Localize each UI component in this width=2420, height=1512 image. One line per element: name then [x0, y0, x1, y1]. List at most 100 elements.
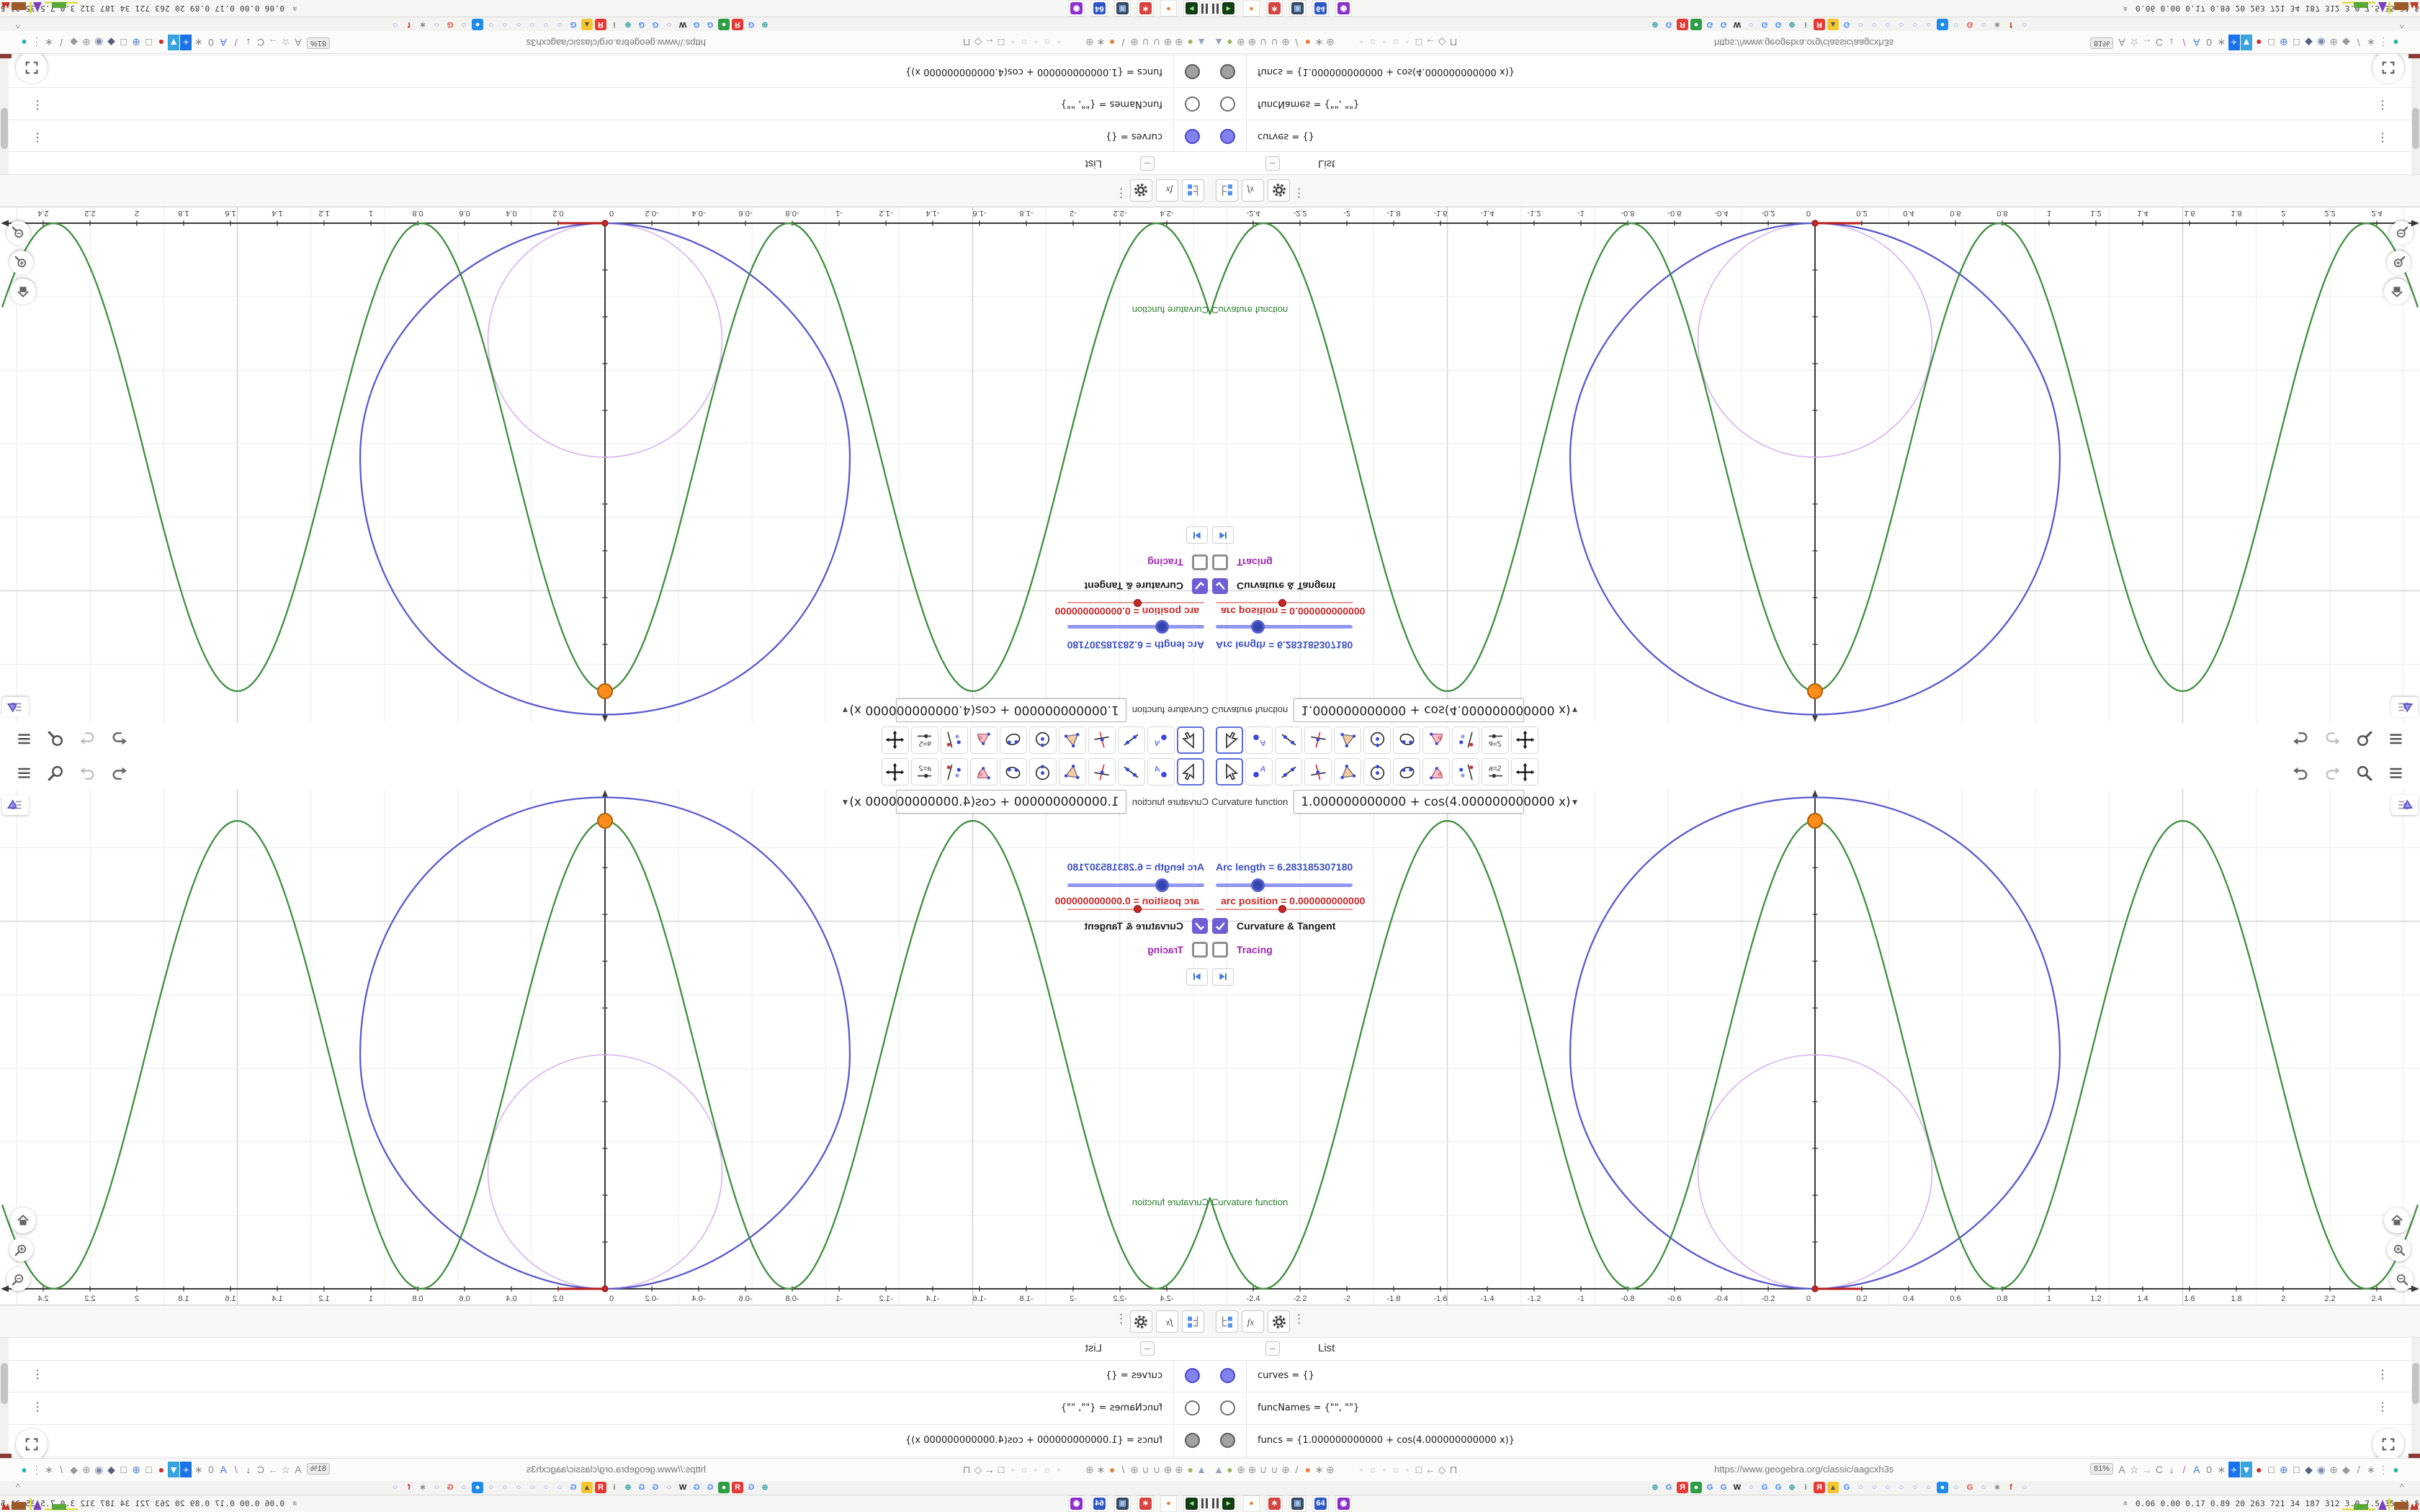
zoom-in-button[interactable] [2387, 1238, 2411, 1261]
bookmark-star-icon[interactable]: ☆ [281, 1464, 290, 1475]
lock-icon[interactable]: ⊓ [1449, 37, 1458, 48]
terminal-app-icon[interactable]: ▸ [1220, 0, 1237, 17]
algebra-row[interactable]: funcNames = {"", ""} ⋮ [1210, 1392, 2420, 1425]
fullscreen-button[interactable] [2372, 1428, 2404, 1460]
tab-favicon[interactable]: ∗ [419, 1483, 426, 1492]
tab-favicon[interactable]: ○ [516, 1483, 521, 1492]
home-button[interactable] [2384, 279, 2410, 305]
firefox-icon[interactable]: ● [1304, 1464, 1312, 1475]
pencil-icon[interactable]: / [2182, 1464, 2186, 1475]
algebra-scrollbar[interactable] [0, 54, 9, 174]
tab-favicon[interactable]: Я [1677, 19, 1688, 30]
tool-move-view-button[interactable] [882, 758, 909, 786]
tab-favicon[interactable]: G [1761, 20, 1768, 29]
zoom-out-button[interactable] [2390, 221, 2414, 245]
algebra-row[interactable]: curves = {} ⋮ [0, 1360, 1210, 1392]
tool-perpendicular-button[interactable] [1304, 758, 1332, 786]
tab-favicon[interactable]: G [1761, 1483, 1768, 1492]
hook-icon[interactable]: ∪ [1270, 37, 1278, 48]
lock-icon[interactable]: ⊓ [962, 1464, 971, 1475]
arc-position-slider-knob[interactable] [1134, 599, 1142, 607]
avocado-icon[interactable]: ● [1187, 1464, 1193, 1475]
dot-icon[interactable]: ◦ [1034, 37, 1038, 48]
globe-icon[interactable]: ⊕ [1237, 37, 1245, 48]
dot-icon[interactable]: ◦ [1405, 37, 1410, 48]
shield-down-icon[interactable]: ▼ [2241, 35, 2252, 50]
tab-favicon[interactable]: ▴ [581, 1482, 593, 1493]
tab-favicon[interactable]: Я [595, 19, 606, 30]
download-icon[interactable]: ↓ [246, 1464, 251, 1475]
tab-favicon[interactable]: ○ [1885, 1483, 1891, 1492]
gear-icon[interactable]: ∗ [1096, 1464, 1106, 1475]
search-button[interactable] [2351, 760, 2377, 786]
firefox-app-icon[interactable]: ● [1243, 0, 1260, 17]
balloon-icon[interactable]: ▲ [1196, 1464, 1206, 1475]
pencil-icon[interactable]: / [2182, 37, 2186, 48]
arc-length-slider-knob[interactable] [1155, 878, 1169, 892]
overflow-chevron-button[interactable]: ^ [15, 1482, 20, 1493]
tool-polygon-button[interactable] [1334, 726, 1361, 754]
tab-favicon[interactable]: ○ [666, 1483, 672, 1492]
tool-reflect-button[interactable] [1452, 758, 1479, 786]
tab-favicon[interactable]: i [1804, 20, 1807, 29]
tab-favicon[interactable]: Я [595, 1482, 606, 1493]
algebra-settings-button[interactable] [1268, 1310, 1290, 1333]
algebra-settings-button[interactable] [1268, 179, 1290, 202]
tool-reflect-button[interactable] [941, 726, 968, 754]
tab-favicon[interactable]: W [1733, 1483, 1742, 1492]
algebra-row[interactable]: funcs = {1.000000000000 + cos(4.00000000… [1210, 1425, 2420, 1457]
function-combobox[interactable]: 1.000000000000 + cos(4.000000000000 x) ▼ [1294, 790, 1579, 814]
circle-icon[interactable]: ○ [1021, 37, 1028, 48]
play-skip-button[interactable] [1212, 526, 1234, 544]
wrench-icon[interactable]: / [1121, 37, 1125, 48]
tab-favicon[interactable]: G [693, 20, 700, 29]
puzzle-icon[interactable]: ◆ [70, 1464, 78, 1475]
shield-icon[interactable]: ◇ [974, 1464, 982, 1475]
undo-button[interactable] [2287, 760, 2313, 786]
arc-position-slider-knob[interactable] [1278, 599, 1286, 607]
settings-app-icon[interactable]: ∗ [1137, 1495, 1154, 1512]
tool-polygon-button[interactable] [1334, 758, 1361, 786]
scrollbar-thumb[interactable] [2412, 1363, 2419, 1404]
shield-down-icon[interactable]: ▼ [168, 35, 179, 50]
tab-favicon[interactable]: G [707, 1483, 714, 1492]
visibility-toggle[interactable] [1220, 129, 1235, 144]
tab-favicon[interactable]: ○ [529, 1483, 535, 1492]
tab-favicon[interactable]: ○ [1926, 1483, 1932, 1492]
download-icon[interactable]: ↓ [2169, 37, 2174, 48]
mask-app-icon[interactable]: ◉ [1068, 1495, 1085, 1512]
bookmark-star-icon[interactable]: ☆ [2130, 37, 2139, 48]
tab-favicon[interactable]: ⊕ [1788, 20, 1796, 29]
tool-move-button[interactable] [1216, 758, 1243, 786]
dot-icon[interactable]: ◦ [1057, 1464, 1061, 1475]
ublock-icon[interactable]: ◆ [2305, 1464, 2313, 1475]
wrench-icon[interactable]: / [1121, 1464, 1125, 1475]
tab-favicon[interactable]: ○ [434, 1483, 439, 1492]
zoom-out-button[interactable] [2390, 1267, 2414, 1291]
algebra-row[interactable]: funcNames = {"", ""} ⋮ [1210, 87, 2420, 120]
graphics-view[interactable]: -2.4 -2.2 -2 -1.8 -1.6 -1.4 -1.2 -1 -0.8 -0.6 -0.4… [1210, 789, 2420, 1305]
globe-icon[interactable]: ⊕ [1130, 37, 1139, 48]
tab-favicon[interactable]: ▴ [1827, 1482, 1839, 1493]
tab-favicon[interactable]: ○ [1912, 20, 1918, 29]
collapse-list-button[interactable]: – [1265, 156, 1280, 171]
overflow-chevron-button[interactable]: ^ [2400, 1482, 2405, 1493]
collapse-list-button[interactable]: – [1140, 156, 1155, 171]
tab-favicon[interactable]: Я [732, 1482, 743, 1493]
tab-favicon[interactable]: ○ [488, 20, 494, 29]
dot-icon[interactable]: ◦ [1359, 37, 1363, 48]
tool-circle-button[interactable] [1363, 726, 1391, 754]
tab-favicon[interactable]: G [1775, 20, 1782, 29]
circle-icon[interactable]: ○ [1044, 37, 1051, 48]
tab-favicon[interactable]: ○ [543, 20, 549, 29]
tab-favicon[interactable]: f [2009, 1483, 2012, 1492]
tab-favicon[interactable]: ▴ [581, 19, 593, 30]
function-tools-button[interactable]: fx [1242, 1310, 1264, 1333]
dot-icon[interactable]: ◦ [1034, 1464, 1038, 1475]
tab-favicon[interactable]: ⊕ [1652, 1483, 1659, 1492]
globe-icon[interactable]: ⊕ [1175, 1464, 1183, 1475]
tab-favicon[interactable]: ● [472, 1482, 483, 1493]
algebra-row[interactable]: funcNames = {"", ""} ⋮ [0, 87, 1210, 120]
function-combobox[interactable]: 1.000000000000 + cos(4.000000000000 x) ▼ [841, 698, 1126, 722]
tab-favicon[interactable]: G [1665, 1483, 1672, 1492]
